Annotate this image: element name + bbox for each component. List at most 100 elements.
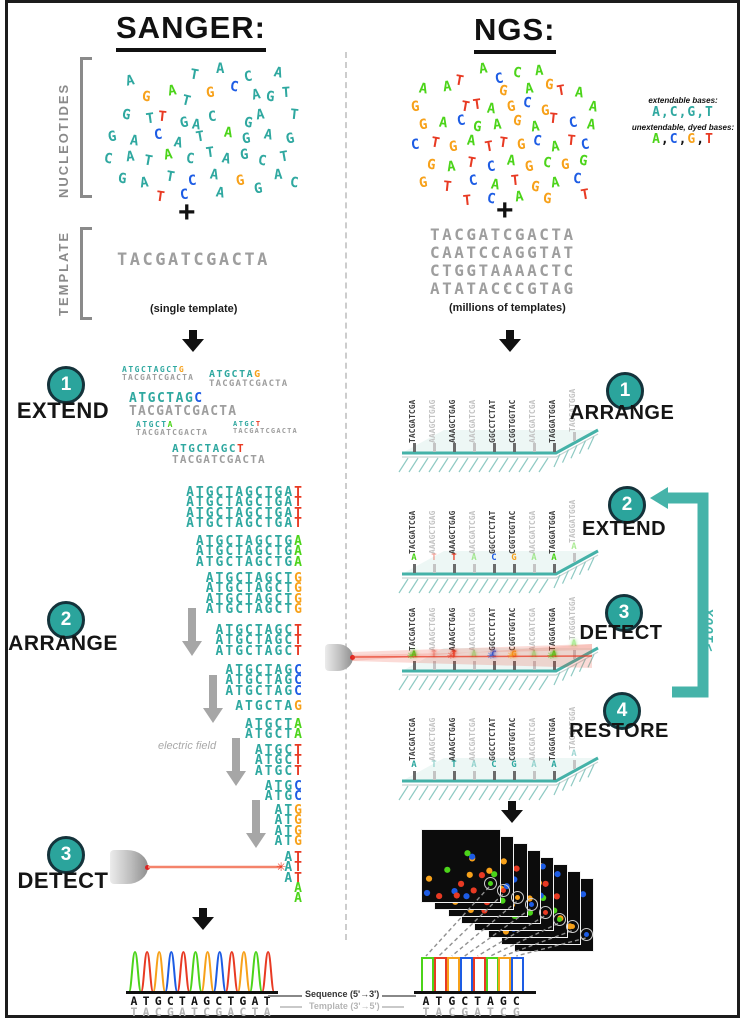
ladder-group: ATGCTAGC ATGCTAGC ATGCTAGC bbox=[150, 663, 304, 699]
step-circle-extend: 2 bbox=[608, 486, 646, 524]
nucleotide-letter: C bbox=[207, 108, 218, 126]
strand-anchor bbox=[432, 771, 436, 780]
template-bracket bbox=[80, 227, 83, 320]
pair-template: TACGATCGACTA bbox=[209, 379, 289, 389]
ladder-row: ATGCTAG bbox=[235, 699, 304, 714]
added-base: A bbox=[471, 650, 477, 660]
nucleotide-letter: T bbox=[157, 108, 168, 126]
strand-anchor bbox=[492, 443, 496, 452]
strand-anchor bbox=[412, 771, 416, 780]
strand-anchor bbox=[532, 443, 536, 452]
nucleotide-letter: C bbox=[485, 190, 497, 208]
nucleotide-letter: C bbox=[289, 174, 300, 192]
flow-cell-strand: AAAGCTGAG bbox=[428, 399, 437, 443]
nucleotide-letter: G bbox=[542, 190, 553, 208]
ladder-row: ATGCTAGC bbox=[225, 683, 304, 699]
terminator-base: G bbox=[294, 834, 304, 850]
terminator-base: T bbox=[294, 485, 304, 500]
template-label: TEMPLATE bbox=[56, 230, 71, 316]
nucleotide-letter: A bbox=[446, 158, 457, 176]
read-base: T bbox=[142, 994, 150, 1008]
terminator-base: C bbox=[294, 789, 304, 805]
ladder-group: ATGCTAGCTGA ATGCTAGCTGA ATGCTAGCTGA bbox=[150, 535, 302, 569]
nucleotide-letter: G bbox=[117, 170, 128, 188]
nucleotide-letter: G bbox=[178, 114, 191, 132]
extend-pair: ATGCTAGCTG TACGATCGACTA bbox=[122, 366, 194, 382]
ladder-row: ATGC bbox=[264, 779, 304, 794]
nucleotide-letter: G bbox=[265, 88, 276, 106]
nucleotide-letter: C bbox=[242, 68, 254, 86]
nucleotide-letter: T bbox=[471, 96, 483, 114]
millions-caption: (millions of templates) bbox=[449, 302, 566, 314]
terminator-base: T bbox=[294, 743, 304, 758]
detected-dot bbox=[556, 917, 562, 922]
detected-dot-ring bbox=[497, 883, 511, 897]
nucleotide-letter: A bbox=[585, 116, 597, 134]
nucleotide-letter: A bbox=[438, 114, 449, 132]
nucleotide-letter: T bbox=[548, 110, 559, 128]
ngs-title: NGS: bbox=[474, 12, 556, 54]
ladder-row: ATGCTAGCT bbox=[215, 633, 304, 649]
cycle-count-label: >100x bbox=[700, 607, 716, 652]
ladder-row: A bbox=[150, 892, 302, 905]
nucleotide-letter: G bbox=[106, 128, 118, 146]
base-call-bar bbox=[459, 957, 473, 993]
template-base: C bbox=[239, 1005, 247, 1019]
step-circle-extend: 1 bbox=[47, 366, 85, 404]
nucleotide-letter: A bbox=[573, 84, 585, 102]
terminator-base: G bbox=[294, 571, 304, 586]
nucleotide-letter: G bbox=[497, 82, 509, 100]
dyed-base: T bbox=[705, 132, 714, 147]
flow-cell-strand: AAAGCTGAG bbox=[448, 717, 457, 761]
nucleotide-letter: T bbox=[453, 72, 465, 90]
flow-cell-strand: TACGATCGA bbox=[408, 510, 417, 554]
detected-dot-ring bbox=[483, 876, 497, 890]
read-base: G bbox=[203, 994, 211, 1008]
nucleotide-letter: C bbox=[102, 150, 114, 168]
base-call-bar bbox=[498, 957, 512, 993]
footer-template-label: Template (3'→5') bbox=[309, 1001, 380, 1011]
nucleotide-letter: G bbox=[284, 130, 297, 148]
nucleotide-letter: T bbox=[194, 128, 206, 146]
template-base: A bbox=[263, 1005, 271, 1019]
added-base: A bbox=[551, 760, 557, 770]
ladder-row: ATG bbox=[274, 823, 304, 839]
nucleotide-letter: G bbox=[141, 88, 152, 106]
nucleotide-letter: C bbox=[511, 64, 523, 82]
nucleotide-letter: G bbox=[523, 158, 535, 176]
ladder-group: AT AT AT bbox=[150, 851, 304, 885]
terminator-base: C bbox=[294, 663, 304, 678]
template-base: C bbox=[203, 1005, 211, 1019]
template-base: A bbox=[227, 1005, 235, 1019]
nucleotide-letter: A bbox=[549, 138, 561, 156]
nucleotide-letter: A bbox=[208, 166, 220, 184]
nucleotide-letter: A bbox=[223, 124, 234, 142]
base-call-bar bbox=[472, 957, 486, 993]
added-base: G bbox=[511, 553, 517, 563]
added-base: A bbox=[471, 760, 477, 770]
detected-dot-ring bbox=[580, 927, 594, 941]
detected-dot bbox=[584, 931, 590, 937]
terminator-base: T bbox=[255, 420, 262, 428]
strand-anchor bbox=[572, 553, 576, 562]
added-base: A bbox=[471, 553, 477, 563]
terminator-base: C bbox=[294, 779, 304, 794]
ngs-detector-icon bbox=[325, 644, 355, 671]
extend-pair: ATGCTAGC TACGATCGACTA bbox=[129, 392, 237, 418]
pair-template: TACGATCGACTA bbox=[122, 373, 195, 382]
ngs-base-legend: extendable bases: A,C,G,T unextendable, … bbox=[626, 96, 740, 147]
nucleotide-letter: A bbox=[250, 86, 263, 104]
read-base: G bbox=[448, 994, 456, 1008]
terminator-base: T bbox=[294, 505, 304, 521]
nucleotide-letter: A bbox=[492, 116, 503, 134]
strand-anchor bbox=[552, 661, 556, 670]
step-label-extend: EXTEND bbox=[16, 398, 110, 423]
strand-anchor bbox=[512, 771, 516, 780]
ladder-row: AT bbox=[284, 860, 304, 876]
nucleotide-letter: G bbox=[239, 146, 250, 164]
extended-strand: ATGCTA bbox=[136, 420, 174, 429]
step-circle-restore: 4 bbox=[603, 692, 641, 730]
strand-anchor bbox=[572, 760, 576, 769]
added-base: G bbox=[511, 760, 517, 770]
